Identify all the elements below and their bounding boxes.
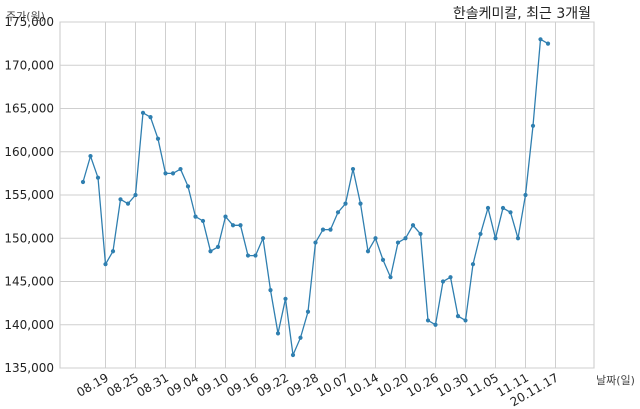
x-tick-label: 10.20: [374, 370, 411, 399]
price-point: [118, 197, 123, 202]
price-point: [328, 227, 333, 232]
x-tick-label: 09.22: [254, 370, 291, 399]
price-point: [275, 331, 281, 336]
y-tick-label: 140,000: [4, 318, 54, 332]
y-tick-label: 135,000: [4, 361, 54, 375]
y-tick-label: 150,000: [4, 231, 54, 245]
y-tick-label: 170,000: [4, 58, 54, 72]
price-point: [373, 236, 378, 241]
price-point: [470, 262, 476, 267]
grid: [59, 21, 595, 369]
price-point: [410, 223, 416, 228]
price-point: [140, 110, 146, 115]
price-point: [403, 236, 408, 241]
price-point: [260, 236, 266, 241]
price-point: [133, 192, 138, 198]
x-tick-label: 10.14: [344, 370, 381, 399]
price-point: [380, 257, 386, 262]
price-point: [253, 253, 258, 258]
price-point: [335, 210, 341, 215]
price-point: [80, 179, 86, 185]
price-point: [343, 201, 348, 206]
price-point: [350, 166, 356, 172]
price-point: [313, 240, 318, 245]
x-tick-label: 10.07: [314, 370, 351, 399]
price-point: [493, 236, 498, 241]
price-point: [178, 166, 183, 172]
price-point: [290, 352, 296, 358]
x-tick-label: 10.26: [404, 370, 441, 399]
price-point: [230, 223, 236, 228]
x-axis-label: 날짜(일): [596, 373, 635, 387]
price-point: [283, 296, 288, 301]
price-point: [170, 171, 176, 176]
x-tick-label: 10.30: [434, 370, 471, 399]
x-tick-label: 08.31: [134, 370, 171, 399]
price-point: [200, 218, 206, 224]
price-point: [530, 123, 536, 128]
price-point: [358, 201, 363, 206]
price-point: [125, 201, 131, 206]
x-tick-label: 09.04: [164, 370, 201, 399]
price-point: [538, 37, 543, 42]
y-tick-label: 165,000: [4, 102, 54, 116]
price-point: [418, 231, 423, 237]
price-point: [110, 249, 116, 254]
price-point: [320, 227, 326, 232]
x-tick-label: 11.05: [464, 370, 501, 399]
price-point: [433, 322, 438, 327]
price-point: [508, 210, 513, 215]
price-point: [208, 249, 213, 254]
price-point: [395, 240, 401, 245]
y-tick-label: 175,000: [4, 15, 54, 29]
y-tick-label: 145,000: [4, 275, 54, 289]
x-tick-label: 09.10: [194, 370, 231, 399]
y-tick-label: 160,000: [4, 145, 54, 159]
price-point: [185, 184, 191, 189]
price-point: [425, 318, 431, 323]
x-tick-label: 08.25: [104, 370, 141, 399]
x-tick-label: 09.16: [224, 370, 261, 399]
x-axis-ticks: 08.1908.2508.3109.0409.1009.1609.2209.28…: [74, 370, 561, 409]
price-point: [193, 214, 198, 219]
price-point: [478, 231, 483, 237]
price-point: [500, 205, 506, 211]
price-point: [245, 253, 251, 258]
price-point: [268, 288, 273, 293]
y-tick-label: 155,000: [4, 188, 54, 202]
price-point: [238, 223, 243, 228]
price-point: [448, 275, 453, 280]
price-point: [485, 205, 491, 211]
price-point: [163, 171, 168, 176]
price-point: [103, 262, 108, 267]
price-point: [545, 41, 551, 46]
price-point: [455, 314, 461, 319]
price-point: [95, 175, 101, 180]
price-point: [388, 275, 393, 280]
price-series: [80, 37, 551, 358]
price-point: [155, 136, 161, 141]
chart-title: 한솔케미칼, 최근 3개월: [453, 6, 591, 22]
price-point: [463, 318, 468, 323]
price-point: [298, 335, 303, 340]
price-point: [88, 153, 93, 159]
price-point: [515, 236, 521, 241]
price-point: [223, 214, 228, 219]
x-tick-label: 09.28: [284, 370, 321, 399]
price-point: [148, 115, 153, 120]
price-point: [365, 249, 371, 254]
x-tick-label: 08.19: [74, 370, 111, 399]
price-point: [215, 244, 221, 249]
y-axis-ticks: 135,000 140,000 145,000 150,000 155,000 160,0…: [4, 15, 54, 375]
y-axis-label: 주가(원): [6, 10, 45, 23]
price-point: [305, 309, 311, 314]
price-point: [523, 192, 528, 198]
price-point: [440, 279, 446, 284]
